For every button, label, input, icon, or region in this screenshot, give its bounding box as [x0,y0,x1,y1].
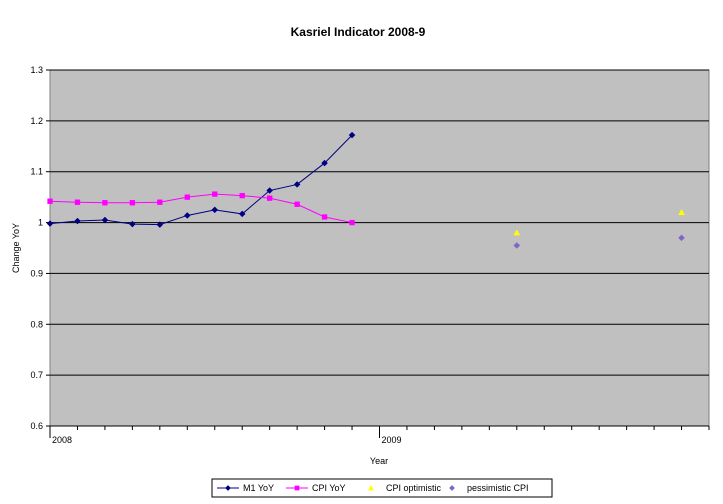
data-point [47,198,53,204]
data-point [678,208,685,216]
legend: M1 YoY CPI YoY CPI optimistic pessimistic C… [211,478,553,498]
series-layer [46,131,685,249]
series-line [49,193,353,224]
y-tick-label: 0.8 [30,319,43,329]
y-axis-label: Change YoY [11,223,21,273]
data-point [183,212,191,219]
data-point [321,214,328,220]
data-point [46,220,54,227]
data-point [266,187,274,194]
x-axis: 2008 2009 [49,425,710,445]
data-point [293,181,301,188]
data-point [321,159,328,167]
legend-marker [367,484,375,491]
data-point [267,195,273,201]
legend-marker [449,485,455,491]
data-point [239,192,245,199]
legend-label: M1 YoY [243,483,274,493]
data-point [349,219,355,226]
data-point [294,201,300,207]
y-tick-label: 0.6 [30,421,43,431]
data-point [129,220,136,228]
data-point [678,234,685,242]
y-tick-label: 0.9 [30,268,43,278]
data-point [74,199,81,205]
legend-label: CPI optimistic [386,483,442,493]
data-point [157,199,163,205]
series-3 [513,234,685,249]
data-point [513,242,521,249]
y-tick-label: 0.7 [30,370,43,380]
data-point [212,191,218,197]
y-tick-label: 1.2 [30,116,43,126]
y-tick-label: 1.1 [30,167,43,177]
data-point [238,210,246,218]
data-point [74,217,81,225]
legend-label: pessimistic CPI [467,483,529,493]
series-0 [46,131,356,228]
data-point [129,200,136,206]
chart-title: Kasriel Indicator 2008-9 [291,25,426,39]
legend-marker [294,485,300,491]
data-point [101,216,109,224]
data-point [211,206,219,214]
data-point [102,200,108,206]
legend-marker [225,485,231,491]
x-tick-label: 2008 [52,435,72,445]
x-tick-label: 2009 [382,435,402,445]
data-point [156,221,164,228]
y-axis: 0.6 0.7 0.8 0.9 1 1.1 1.2 1.3 [30,65,50,431]
plot-area [49,69,710,427]
series-2 [513,208,685,236]
series-1 [47,191,355,226]
data-point [513,229,521,236]
data-point [184,194,190,200]
series-line [49,134,353,226]
x-axis-label: Year [370,456,388,466]
legend-label: CPI YoY [312,483,346,493]
data-point [348,131,356,139]
y-tick-label: 1.3 [30,65,43,75]
y-tick-label: 1 [38,218,43,228]
legend-box [211,478,553,498]
